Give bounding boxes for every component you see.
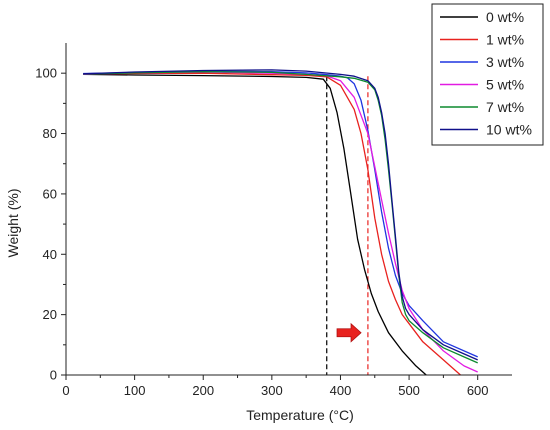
series-line-5 <box>83 69 478 361</box>
series-line-3 <box>83 71 478 373</box>
x-tick-label: 100 <box>124 383 146 398</box>
series-lines <box>83 69 478 376</box>
series-line-4 <box>83 71 478 364</box>
y-tick-label: 20 <box>43 307 57 322</box>
x-tick-label: 600 <box>467 383 489 398</box>
legend-label: 1 wt% <box>486 32 524 48</box>
axes: 0 100 200 300 400 500 600 0 20 40 60 80 100 <box>35 43 512 398</box>
y-tick-label: 60 <box>43 186 57 201</box>
legend-label: 5 wt% <box>486 77 524 93</box>
x-tick-label: 300 <box>261 383 283 398</box>
y-tick-label: 80 <box>43 126 57 141</box>
y-axis-title: Weight (%) <box>5 189 21 258</box>
x-tick-label: 400 <box>330 383 352 398</box>
y-tick-label: 40 <box>43 247 57 262</box>
legend-label: 0 wt% <box>486 9 524 25</box>
right-arrow-icon <box>336 322 362 343</box>
y-tick-label: 0 <box>50 368 57 383</box>
series-line-1 <box>83 72 461 376</box>
x-tick-label: 200 <box>192 383 214 398</box>
x-tick-label: 500 <box>398 383 420 398</box>
legend-label: 7 wt% <box>486 99 524 115</box>
legend-box <box>431 3 544 146</box>
x-tick-label: 0 <box>62 383 69 398</box>
legend-label: 10 wt% <box>486 122 532 138</box>
y-tick-label: 100 <box>35 66 57 81</box>
series-line-2 <box>83 70 478 358</box>
series-line-0 <box>83 73 427 376</box>
legend-label: 3 wt% <box>486 54 524 70</box>
annotations <box>326 76 369 375</box>
x-axis-title: Temperature (°C) <box>246 407 354 423</box>
legend: 0 wt% 1 wt% 3 wt% 5 wt% 7 wt% 10 wt% <box>431 3 544 146</box>
